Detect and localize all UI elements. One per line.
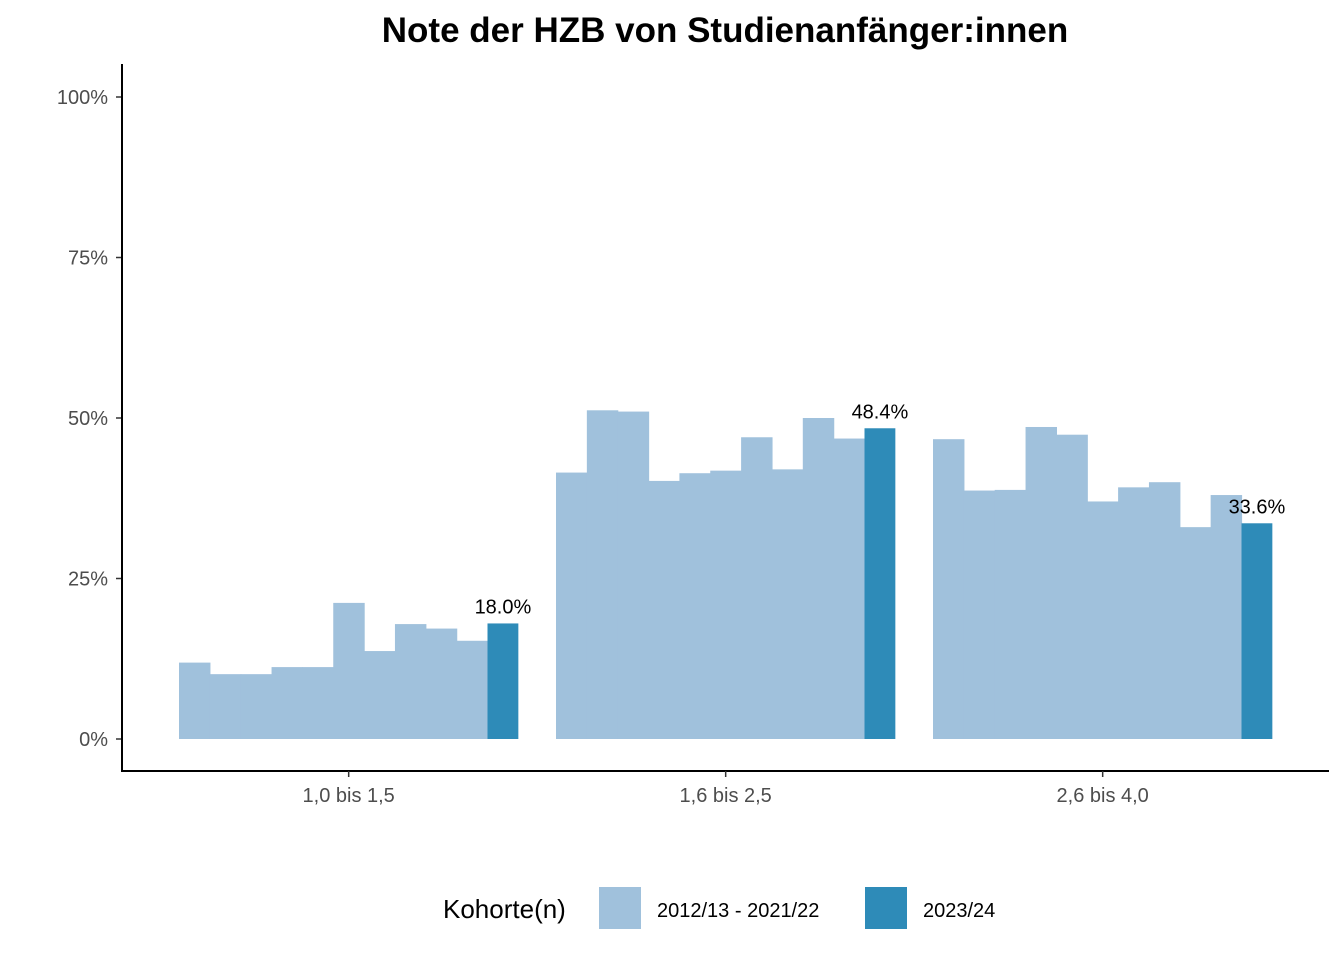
chart-title: Note der HZB von Studienanfänger:innen bbox=[382, 11, 1068, 50]
bar-historical bbox=[679, 473, 711, 739]
bar-historical bbox=[933, 439, 965, 739]
bar-historical bbox=[1087, 501, 1119, 739]
bar-historical bbox=[963, 490, 996, 739]
bar-historical bbox=[741, 437, 773, 739]
x-tick-label: 1,6 bis 2,5 bbox=[680, 785, 772, 807]
bar-historical bbox=[271, 667, 303, 739]
bar-historical bbox=[710, 470, 742, 739]
legend-swatch-current bbox=[865, 887, 907, 929]
legend-title: Kohorte(n) bbox=[443, 894, 566, 924]
bar-historical bbox=[586, 410, 619, 739]
x-axis-ticks: 1,0 bis 1,5 1,6 bis 2,5 2,6 bis 4,0 bbox=[303, 771, 1149, 807]
bar-historical bbox=[1025, 426, 1057, 739]
bar-historical bbox=[179, 662, 211, 739]
x-tick-label: 1,0 bis 1,5 bbox=[303, 785, 395, 807]
y-tick-label: 25% bbox=[68, 569, 108, 591]
data-label: 48.4% bbox=[852, 401, 909, 423]
legend-label-current: 2023/24 bbox=[923, 900, 995, 922]
bar-historical bbox=[333, 602, 365, 739]
legend-label-historical: 2012/13 - 2021/22 bbox=[657, 900, 819, 922]
historical-bars bbox=[179, 410, 1243, 739]
y-tick-label: 75% bbox=[68, 248, 108, 270]
bar-historical bbox=[425, 628, 458, 739]
bar-historical bbox=[1148, 482, 1181, 739]
y-tick-label: 50% bbox=[68, 408, 108, 430]
bar-historical bbox=[240, 674, 273, 739]
bar-historical bbox=[1118, 487, 1150, 739]
bar-historical bbox=[833, 438, 866, 739]
legend: Kohorte(n) 2012/13 - 2021/22 2023/24 bbox=[443, 887, 995, 929]
bar-current bbox=[487, 623, 519, 739]
current-bars bbox=[487, 428, 1273, 739]
bar-historical bbox=[1179, 527, 1212, 739]
data-labels: 18.0% 48.4% 33.6% bbox=[475, 401, 1286, 618]
bar-historical bbox=[1210, 495, 1243, 739]
x-tick-label: 2,6 bis 4,0 bbox=[1057, 785, 1149, 807]
bar-historical bbox=[302, 667, 334, 739]
data-label: 18.0% bbox=[475, 596, 532, 618]
bar-historical bbox=[617, 411, 650, 739]
bar-current bbox=[1241, 523, 1273, 739]
data-label: 33.6% bbox=[1229, 496, 1286, 518]
y-tick-label: 0% bbox=[79, 729, 108, 751]
y-axis-ticks: 0% 25% 50% 75% 100% bbox=[57, 87, 122, 751]
bar-historical bbox=[456, 640, 489, 739]
y-tick-label: 100% bbox=[57, 87, 108, 109]
bar-historical bbox=[648, 480, 680, 739]
legend-swatch-historical bbox=[599, 887, 641, 929]
bar-historical bbox=[771, 469, 804, 739]
bar-historical bbox=[1056, 434, 1088, 739]
bar-current bbox=[864, 428, 896, 739]
bar-historical bbox=[994, 489, 1027, 739]
bar-historical bbox=[209, 674, 242, 739]
bar-historical bbox=[394, 624, 427, 739]
bar-historical bbox=[556, 472, 588, 739]
bar-historical bbox=[802, 418, 835, 739]
bar-historical bbox=[364, 651, 396, 739]
